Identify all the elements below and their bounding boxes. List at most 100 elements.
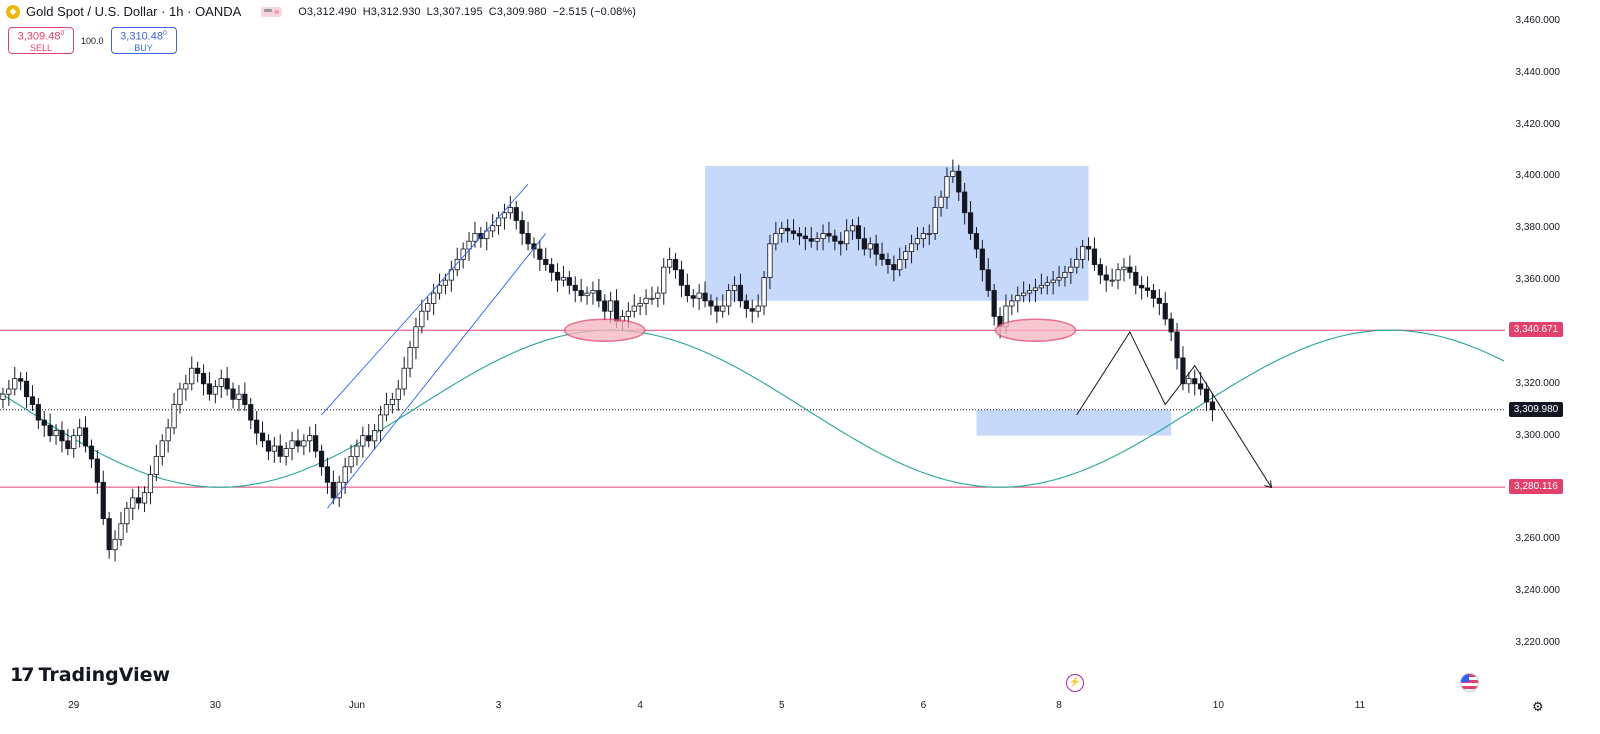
candle-body-down bbox=[991, 290, 997, 317]
symbol-title[interactable]: Gold Spot / U.S. Dollar · 1h · OANDA bbox=[26, 4, 242, 19]
candle bbox=[849, 219, 856, 240]
candle-body-down bbox=[195, 367, 201, 374]
settings-gear-icon[interactable]: ⚙ bbox=[1532, 699, 1544, 714]
candle-body-down bbox=[602, 300, 608, 312]
candle bbox=[330, 470, 336, 505]
price-axis-tick: 3,420.000 bbox=[1515, 118, 1561, 130]
candle bbox=[35, 398, 41, 430]
candle bbox=[425, 296, 431, 321]
gold-coin-icon: ◆ bbox=[6, 4, 20, 19]
candle-body-up bbox=[897, 258, 903, 271]
candle-body-up bbox=[413, 326, 419, 348]
candle bbox=[206, 372, 213, 401]
candle-body-up bbox=[661, 266, 667, 294]
candle bbox=[637, 296, 643, 316]
candle-body-down bbox=[1168, 318, 1174, 333]
candle bbox=[29, 385, 36, 412]
candle-body-down bbox=[596, 290, 602, 302]
indicator-toggle-icon[interactable]: ≈ bbox=[261, 6, 283, 17]
candle bbox=[1168, 312, 1174, 342]
consolidation-zone bbox=[705, 166, 1089, 301]
candle bbox=[501, 203, 508, 230]
candle-body-up bbox=[495, 217, 502, 227]
candle bbox=[608, 291, 614, 323]
candle bbox=[136, 486, 142, 510]
candle-body-down bbox=[1156, 297, 1162, 304]
candle-body-down bbox=[826, 233, 832, 237]
sell-button[interactable]: 3,309.480 SELL bbox=[8, 27, 74, 54]
candle-body-up bbox=[159, 440, 165, 457]
channel-upper-line bbox=[321, 183, 529, 416]
candle-body-up bbox=[755, 305, 761, 312]
candle bbox=[6, 379, 12, 406]
buy-price: 3,310.48 bbox=[120, 30, 163, 43]
candle-body-up bbox=[490, 225, 496, 232]
candle-body-down bbox=[82, 427, 89, 447]
candle-body-up bbox=[189, 367, 195, 385]
candle-body-down bbox=[23, 380, 30, 398]
buy-button[interactable]: 3,310.480 BUY bbox=[110, 27, 177, 54]
candle-body-up bbox=[731, 284, 738, 291]
candle bbox=[372, 423, 378, 450]
candle-body-up bbox=[271, 445, 277, 452]
candle bbox=[401, 356, 407, 396]
candle-body-up bbox=[944, 176, 950, 198]
candle bbox=[395, 379, 401, 412]
candle-body-down bbox=[136, 497, 142, 504]
candle bbox=[737, 273, 744, 308]
candle-body-down bbox=[525, 233, 531, 245]
candle-body-up bbox=[177, 388, 183, 405]
candle bbox=[106, 512, 112, 559]
lightning-icon[interactable]: ⚡ bbox=[1066, 674, 1084, 692]
candle bbox=[0, 387, 6, 409]
candle-body-down bbox=[295, 440, 301, 447]
candle bbox=[82, 416, 89, 453]
candle-body-down bbox=[88, 445, 95, 460]
price-level-tag: 3,280.116 bbox=[1509, 479, 1563, 495]
candle-body-down bbox=[254, 419, 260, 434]
candle-body-up bbox=[667, 258, 673, 268]
candle-body-up bbox=[696, 292, 702, 299]
candle-body-down bbox=[29, 396, 36, 405]
candle bbox=[1156, 289, 1162, 316]
candle bbox=[708, 294, 714, 316]
candle-body-down bbox=[832, 235, 838, 242]
candle bbox=[71, 429, 77, 458]
candle bbox=[147, 465, 154, 505]
candle-body-up bbox=[767, 243, 773, 278]
candle-body-up bbox=[1121, 266, 1127, 271]
candle bbox=[537, 239, 543, 272]
candle-body-up bbox=[1038, 284, 1044, 289]
candle bbox=[519, 211, 525, 246]
candle-body-down bbox=[956, 170, 962, 193]
candle-body-down bbox=[106, 518, 112, 551]
us-flag-icon[interactable] bbox=[1460, 673, 1479, 692]
candle-body-up bbox=[1056, 277, 1062, 281]
candle-body-down bbox=[537, 248, 543, 260]
candle-body-down bbox=[879, 253, 885, 260]
candle-body-up bbox=[383, 404, 390, 416]
price-level-tag: 3,340.671 bbox=[1509, 322, 1563, 338]
candle-body-up bbox=[389, 398, 395, 405]
candle bbox=[1021, 281, 1027, 303]
candle bbox=[938, 190, 944, 217]
candle-body-up bbox=[212, 385, 218, 395]
candle-body-down bbox=[861, 238, 867, 250]
candle bbox=[855, 216, 862, 251]
candle-body-up bbox=[372, 430, 378, 442]
candle bbox=[18, 372, 24, 391]
candle-body-up bbox=[1044, 282, 1050, 286]
candle-body-up bbox=[637, 303, 643, 307]
drawing-layer bbox=[705, 166, 1172, 436]
candle bbox=[171, 392, 177, 435]
candle bbox=[490, 214, 496, 238]
candle bbox=[773, 221, 779, 251]
candle-body-up bbox=[1021, 292, 1027, 297]
candle-body-down bbox=[41, 419, 47, 426]
price-axis-tick: 3,360.000 bbox=[1515, 274, 1561, 286]
candle bbox=[1026, 284, 1033, 303]
candle bbox=[1080, 239, 1086, 269]
candle bbox=[655, 286, 661, 308]
candle-body-up bbox=[289, 440, 295, 450]
